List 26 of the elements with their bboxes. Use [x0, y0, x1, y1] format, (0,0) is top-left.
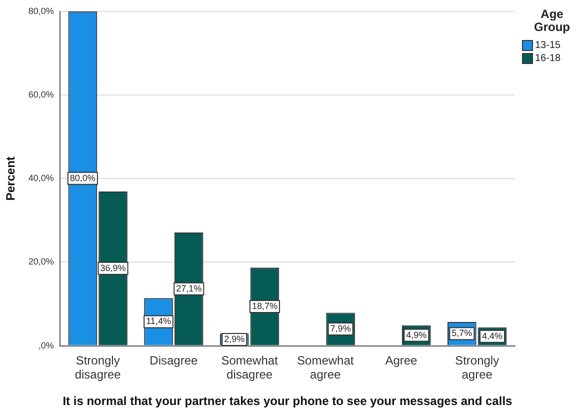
- y-tick-label: 60,0%: [28, 89, 54, 100]
- data-label: 4,9%: [406, 330, 427, 340]
- legend-label: 16-18: [535, 53, 561, 64]
- y-tick-label: ,0%: [38, 340, 54, 350]
- y-tick-label: 20,0%: [28, 256, 54, 267]
- y-tick-label: 40,0%: [28, 173, 54, 184]
- x-tick-label: Strongly disagree: [74, 353, 122, 382]
- data-label: 5,7%: [452, 328, 472, 338]
- x-tick-label: Agree: [385, 353, 418, 368]
- data-label: 7,9%: [330, 324, 351, 334]
- data-label: 2,9%: [224, 334, 245, 344]
- data-label: 18,7%: [252, 300, 278, 311]
- x-tick-label: Strongly agree: [455, 353, 500, 382]
- legend-title: Age Group: [533, 7, 571, 34]
- data-label: 36,9%: [100, 262, 126, 273]
- data-label: 11,4%: [146, 316, 171, 326]
- x-tick-label: Somewhat disagree: [221, 353, 279, 382]
- x-tick-label: Disagree: [150, 353, 198, 368]
- x-axis-title: It is normal that your partner takes your phone to see your messages and calls: [62, 394, 513, 408]
- data-label: 27,1%: [176, 283, 202, 294]
- legend-label: 13-15: [535, 40, 561, 51]
- data-label: 80,0%: [70, 172, 96, 183]
- y-axis-title: Percent: [4, 156, 18, 201]
- y-tick-label: 80,0%: [28, 6, 54, 16]
- x-tick-label: Somewhat agree: [297, 353, 354, 382]
- data-label: 4,4%: [482, 330, 503, 341]
